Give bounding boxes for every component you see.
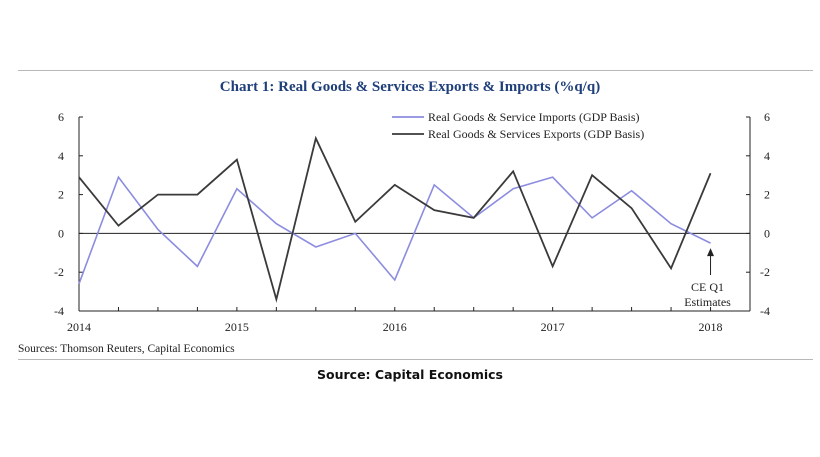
x-tick-label: 2018 [699, 320, 723, 334]
y-tick-label-right: 4 [764, 149, 770, 163]
y-tick-label-right: 0 [764, 226, 770, 240]
y-tick-label-right: 2 [764, 188, 770, 202]
x-tick-label: 2015 [225, 320, 249, 334]
imports-series-line [78, 175, 711, 285]
bottom-rule [18, 359, 813, 360]
legend-label-exports: Real Goods & Services Exports (GDP Basis… [428, 127, 644, 141]
y-tick-label-left: 0 [58, 226, 64, 240]
chart-sources: Sources: Thomson Reuters, Capital Econom… [18, 343, 235, 355]
annotation-label: CE Q1 [691, 280, 724, 294]
y-tick-label-right: 6 [764, 110, 770, 124]
top-rule [18, 70, 813, 71]
y-tick-label-left: 2 [58, 188, 64, 202]
chart: -4 -4 -2 -2 0 0 2 2 4 4 6 6 2014 2015 2016 2017 2018 Real… [54, 110, 770, 334]
exports-series-line [78, 135, 712, 303]
x-tick-label: 2016 [383, 320, 407, 334]
annotation-label: Estimates [684, 295, 731, 309]
y-tick-label-left: 6 [58, 110, 64, 124]
y-tick-label-left: -2 [54, 265, 64, 279]
y-tick-label-right: -4 [760, 304, 770, 318]
y-tick-label-right: -2 [760, 265, 770, 279]
annotation-arrow-head [707, 248, 715, 257]
x-tick-label: 2017 [541, 320, 565, 334]
y-tick-label-left: -4 [54, 304, 64, 318]
chart-title: Chart 1: Real Goods & Services Exports &… [219, 79, 601, 95]
y-tick-label-left: 4 [58, 149, 64, 163]
source-caption: Source: Capital Economics [317, 367, 503, 382]
legend-label-imports: Real Goods & Service Imports (GDP Basis) [428, 110, 640, 124]
x-tick-label: 2014 [67, 320, 91, 334]
